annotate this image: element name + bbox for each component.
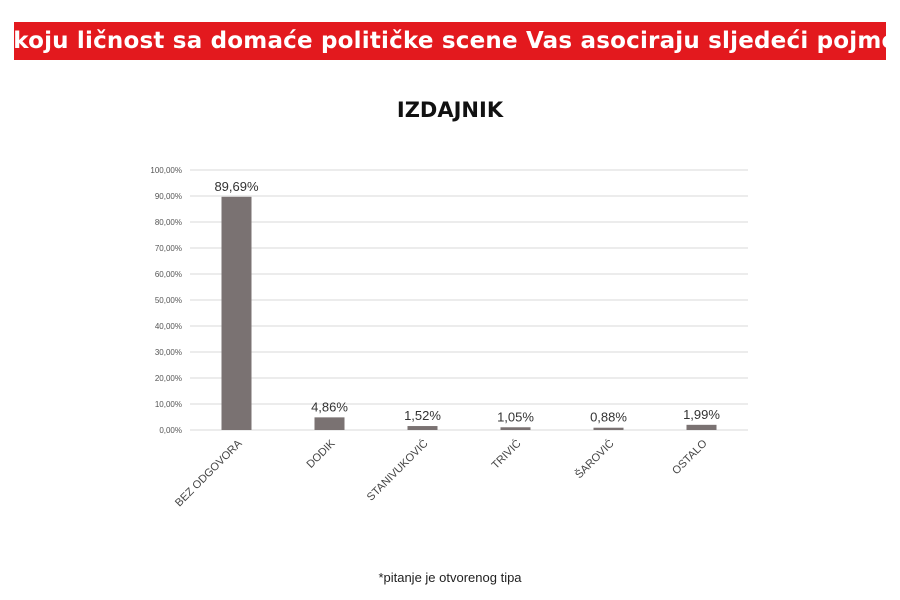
bar [221, 196, 252, 430]
data-label: 1,52% [404, 408, 441, 423]
y-tick-label: 60,00% [155, 270, 182, 279]
data-label: 4,86% [311, 399, 348, 414]
bars [221, 196, 717, 430]
y-tick-label: 50,00% [155, 296, 182, 305]
y-tick-label: 40,00% [155, 322, 182, 331]
x-tick-label: TRIVIĆ [489, 437, 524, 472]
x-tick-label: ŠAROVIĆ [572, 437, 616, 481]
x-axis-labels: BEZ ODGOVORA DODIK STANIVUKOVIĆ TRIVIĆ ŠAROV… [173, 437, 710, 509]
bar [314, 417, 345, 430]
y-tick-label: 80,00% [155, 218, 182, 227]
y-axis-ticks: 0,00% 10,00% 20,00% 30,00% 40,00% 50,00% 60,00… [150, 166, 182, 435]
question-banner: Na koju ličnost sa domaće političke scen… [0, 22, 900, 60]
y-tick-label: 20,00% [155, 374, 182, 383]
y-tick-label: 90,00% [155, 192, 182, 201]
data-label: 89,69% [214, 179, 259, 194]
data-label: 0,88% [590, 410, 627, 425]
y-tick-label: 30,00% [155, 348, 182, 357]
question-text: Na koju ličnost sa domaće političke scen… [0, 28, 900, 54]
data-labels: 89,69% 4,86% 1,52% 1,05% 0,88% 1,99% [214, 179, 720, 425]
bar [593, 427, 624, 430]
data-label: 1,05% [497, 409, 534, 424]
footnote: *pitanje je otvorenog tipa [378, 570, 522, 585]
bar [407, 426, 438, 430]
chart-title: IZDAJNIK [396, 98, 504, 122]
bar [686, 424, 717, 430]
y-tick-label: 100,00% [150, 166, 182, 175]
y-tick-label: 0,00% [159, 426, 182, 435]
x-tick-label: BEZ ODGOVORA [173, 437, 245, 509]
x-tick-label: STANIVUKOVIĆ [364, 437, 431, 504]
x-tick-label: OSTALO [670, 437, 710, 477]
data-label: 1,99% [683, 407, 720, 422]
gridlines [190, 169, 748, 431]
bar [500, 427, 531, 430]
y-tick-label: 10,00% [155, 400, 182, 409]
y-tick-label: 70,00% [155, 244, 182, 253]
x-tick-label: DODIK [304, 437, 338, 471]
